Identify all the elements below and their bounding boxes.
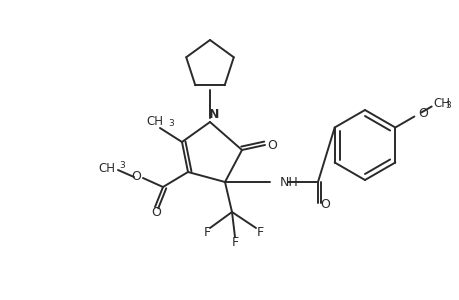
Text: O: O	[417, 107, 427, 120]
Text: 3: 3	[168, 118, 174, 127]
Text: CH: CH	[146, 115, 163, 128]
Text: O: O	[267, 139, 276, 152]
Text: F: F	[256, 226, 263, 239]
Text: NH: NH	[280, 176, 298, 188]
Text: CH: CH	[433, 97, 450, 110]
Text: F: F	[203, 226, 210, 239]
Text: O: O	[131, 170, 140, 184]
Text: N: N	[208, 107, 218, 121]
Text: O: O	[151, 206, 161, 220]
Text: 3: 3	[445, 101, 450, 110]
Text: F: F	[231, 236, 238, 250]
Text: CH: CH	[98, 161, 115, 175]
Text: 3: 3	[119, 160, 124, 169]
Text: O: O	[319, 199, 329, 212]
